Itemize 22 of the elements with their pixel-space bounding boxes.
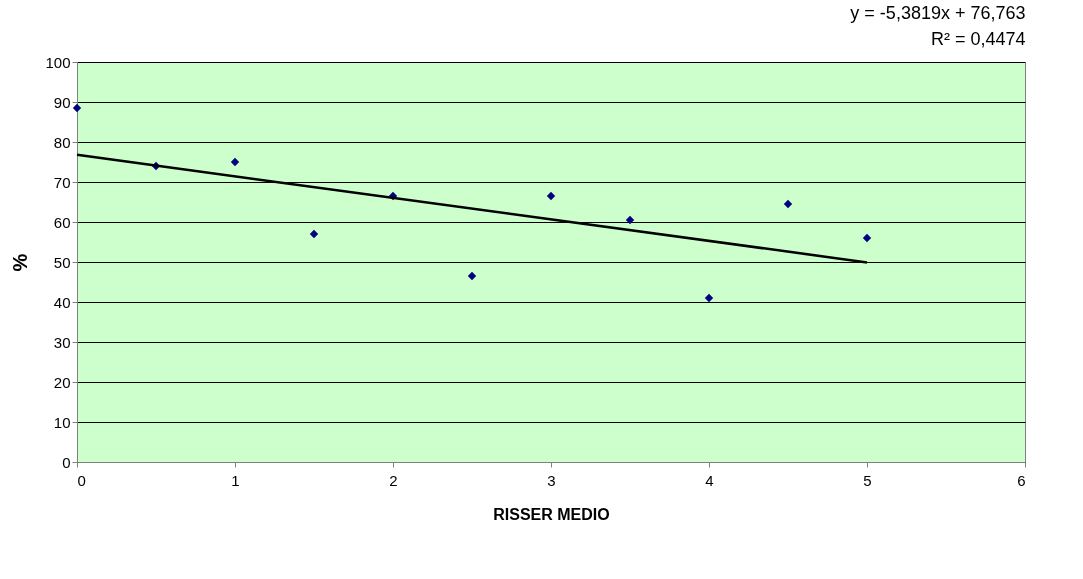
y-tick-label: 0 [62, 453, 71, 471]
x-tick-label: 4 [705, 471, 714, 489]
y-tick-label: 40 [53, 293, 71, 311]
x-tick-label: 0 [77, 471, 86, 489]
y-tick-label: 30 [53, 333, 71, 351]
y-tick-label: 80 [53, 133, 71, 151]
x-tick-label: 5 [863, 471, 872, 489]
text: y = -5,3819x + 76,763 [850, 3, 1026, 23]
y-tick-label: 70 [53, 173, 71, 191]
y-tick-label: 100 [45, 53, 71, 71]
x-axis-title: RISSER MEDIO [493, 505, 610, 523]
y-tick-label: 50 [53, 253, 71, 271]
x-tick-label: 1 [231, 471, 240, 489]
text: R² = 0,4474 [930, 29, 1026, 49]
x-tick-label: 6 [1017, 471, 1026, 489]
y-tick-label: 20 [53, 373, 71, 391]
y-tick-label: 10 [53, 413, 71, 431]
x-tick-label: 3 [547, 471, 556, 489]
y-axis-title: % [9, 253, 32, 272]
y-tick-label: 60 [53, 213, 71, 231]
y-tick-label: 90 [53, 93, 71, 111]
x-tick-label: 2 [389, 471, 398, 489]
